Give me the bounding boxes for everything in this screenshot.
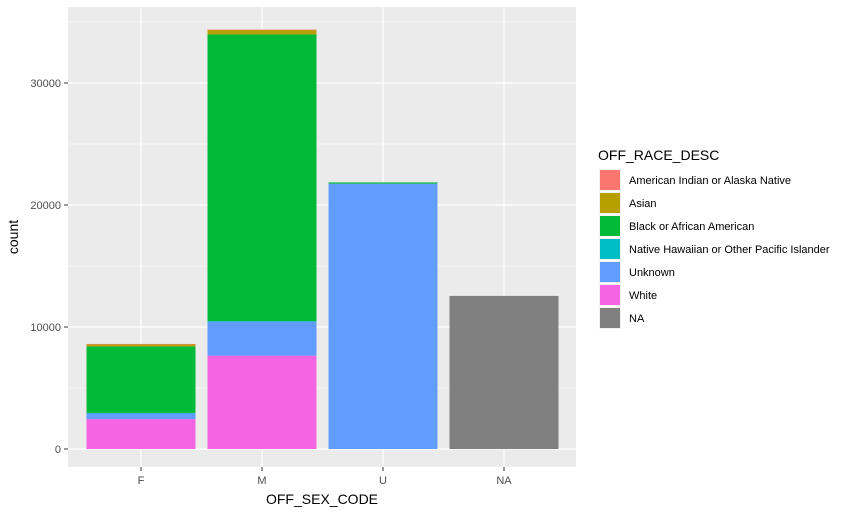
bars [86,29,559,449]
bar-F-american-indian-or-alaska-native [86,343,196,345]
bar-F-white [86,419,196,449]
bar-F-native-hawaiian-or-other-pacific-islander [86,412,196,414]
legend-swatch-4 [600,262,620,282]
bar-M-american-indian-or-alaska-native [207,29,317,31]
legend-label-3: Native Hawaiian or Other Pacific Islande… [629,244,830,256]
y-tick-label-0: 0 [55,444,61,456]
legend-swatch-3 [600,239,620,259]
bar-F-unknown [86,413,196,420]
y-axis-title: count [5,220,21,254]
legend-label-6: NA [629,313,645,325]
x-tick-label-0: F [138,475,145,487]
legend-label-5: White [629,290,657,302]
y-tick-label-3: 30000 [30,78,61,90]
bar-NA-na [449,295,559,449]
x-tick-label-2: U [379,475,387,487]
x-axis: F M U NA [138,467,512,487]
bar-F-black-or-african-american [86,346,196,413]
legend-title: OFF_RACE_DESC [598,147,719,163]
legend-label-0: American Indian or Alaska Native [629,175,791,187]
x-tick-label-3: NA [496,475,512,487]
legend: OFF_RACE_DESC American Indian or Alaska … [598,147,830,329]
x-tick-label-1: M [257,475,266,487]
legend-label-4: Unknown [629,267,675,279]
legend-swatch-2 [600,216,620,236]
y-tick-label-1: 10000 [30,322,61,334]
x-axis-title: OFF_SEX_CODE [266,491,378,507]
legend-label-2: Black or African American [629,221,754,233]
y-tick-label-2: 20000 [30,200,61,212]
y-axis: 0 10000 20000 30000 [30,78,68,456]
bar-U-black-or-african-american [328,182,438,184]
legend-swatch-6 [600,308,620,328]
bar-M-black-or-african-american [207,34,317,322]
bar-M-native-hawaiian-or-other-pacific-islander [207,321,317,322]
bar-M-white [207,355,317,449]
legend-swatch-0 [600,170,620,190]
legend-swatch-1 [600,193,620,213]
legend-swatch-5 [600,285,620,305]
bar-U-unknown [328,183,438,449]
bar-M-unknown [207,321,317,356]
bar-M-asian [207,30,317,35]
bar-F-asian [86,344,196,347]
legend-label-1: Asian [629,198,657,210]
